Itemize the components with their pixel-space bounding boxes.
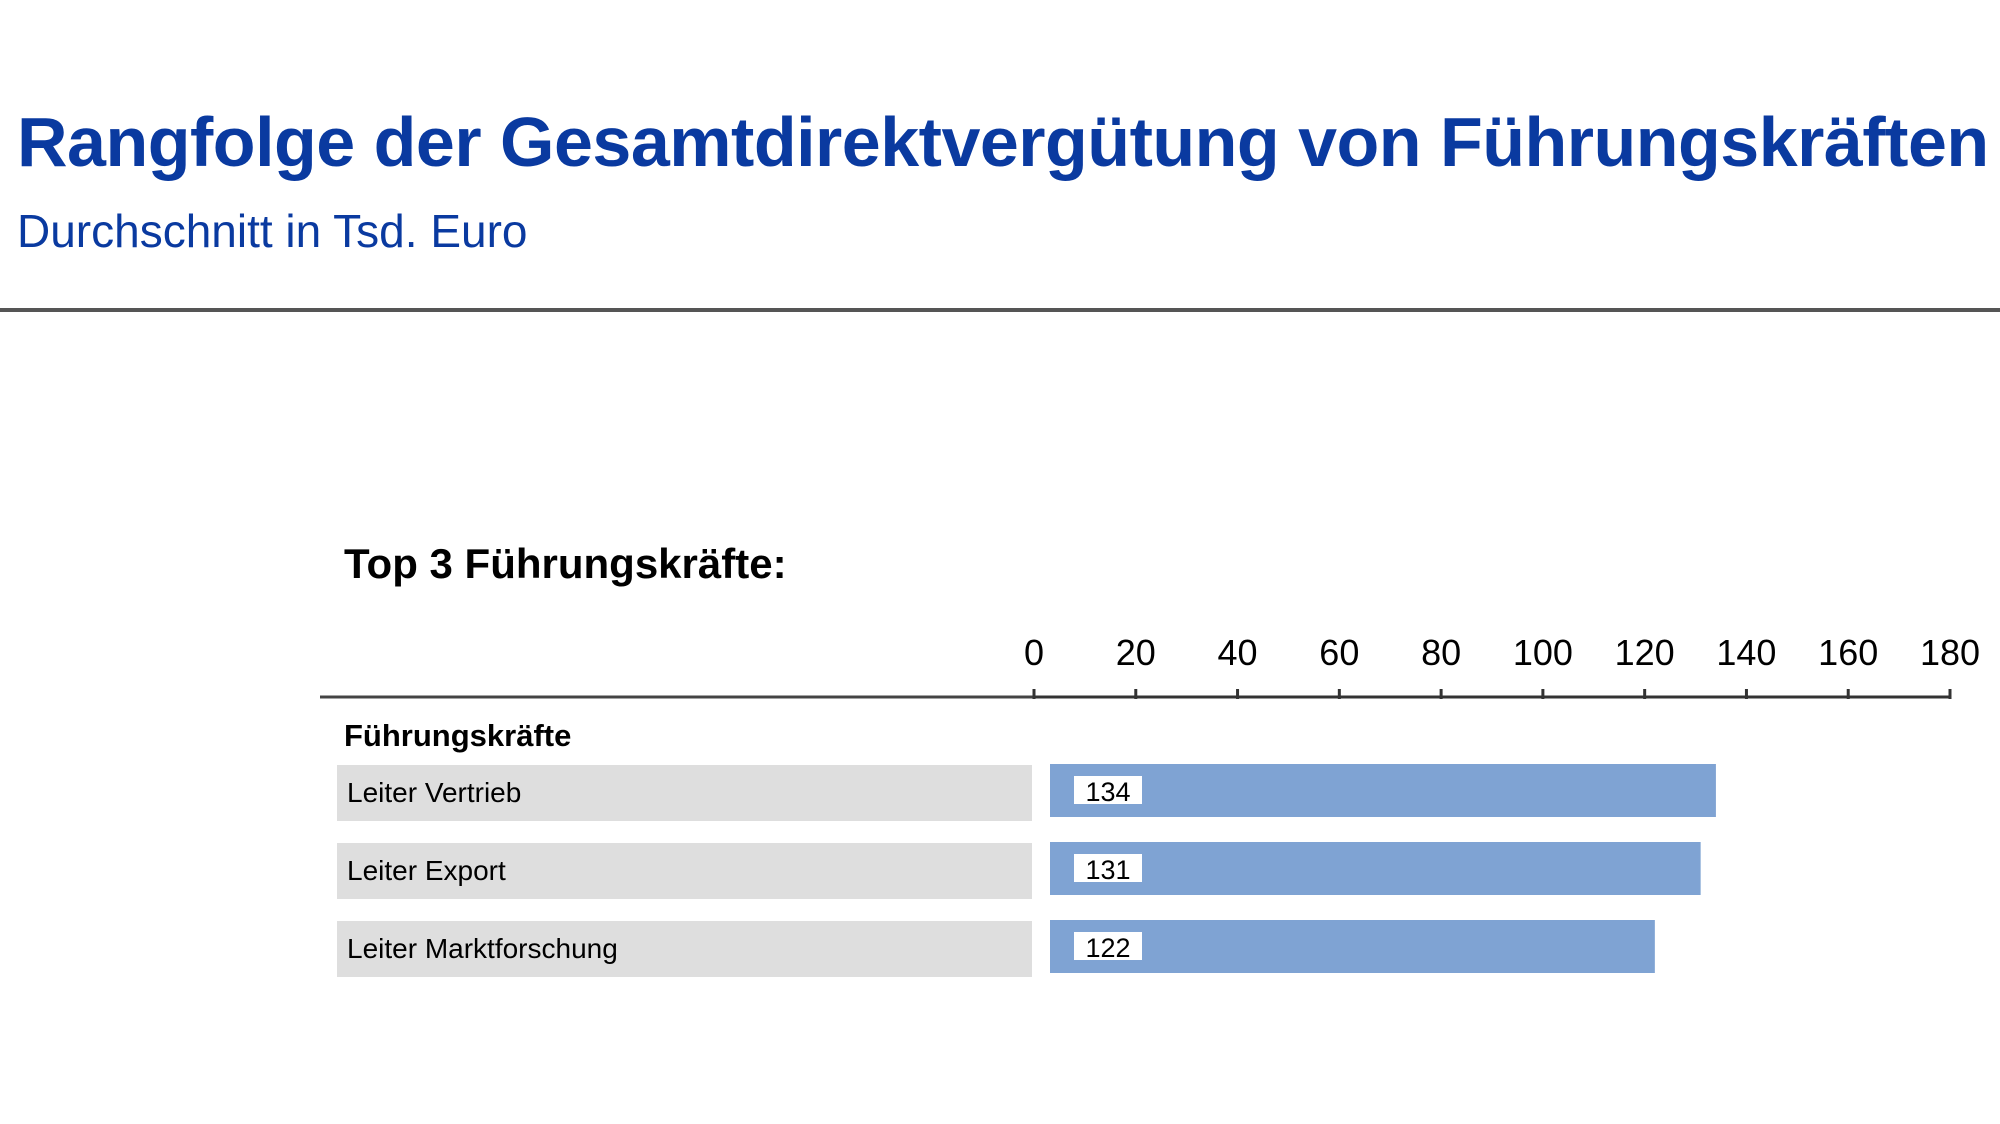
x-tick-label: 100 [1513,632,1573,673]
bar [1050,764,1716,817]
x-tick-label: 80 [1421,632,1461,673]
x-tick-label: 40 [1218,632,1258,673]
x-tick-label: 120 [1615,632,1675,673]
bar-value-label: 134 [1085,777,1130,807]
bar-value-label: 122 [1085,933,1130,963]
x-tick-label: 0 [1024,632,1044,673]
x-tick-label: 160 [1818,632,1878,673]
bar-value-label: 131 [1085,855,1130,885]
x-tick-label: 180 [1920,632,1980,673]
x-tick-label: 20 [1116,632,1156,673]
x-tick-label: 140 [1716,632,1776,673]
bar [1050,842,1701,895]
x-tick-label: 60 [1319,632,1359,673]
